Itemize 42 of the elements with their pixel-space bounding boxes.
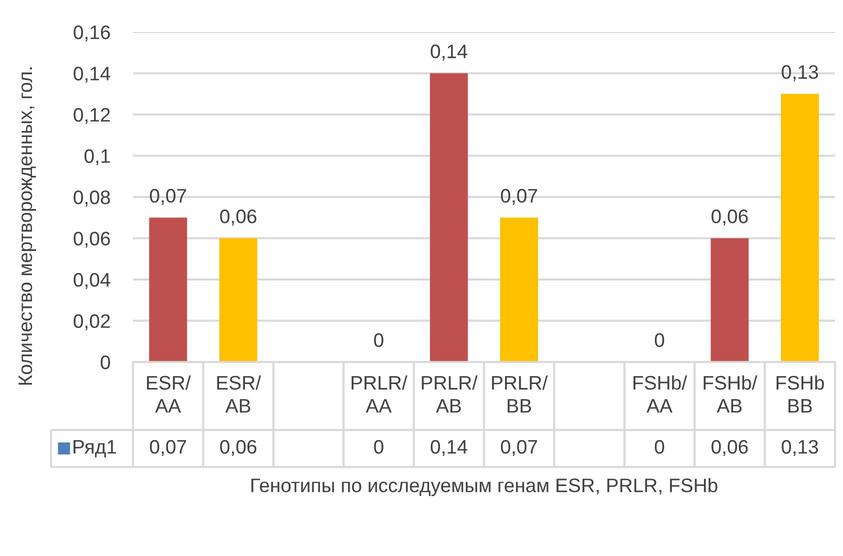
x-axis-title: Генотипы по исследуемым генам ESR, PRLR, FSHb [251,478,718,496]
data-label: 0 [374,440,384,454]
x-tick-label: FSHb BB [776,375,824,413]
text: 0,14 [430,44,468,61]
data-label: 0,06 [220,440,256,456]
text: 0,07 [500,188,538,205]
text: 0,06 [220,210,256,226]
bar [780,94,819,362]
text: 0,13 [782,65,818,82]
bar [710,238,749,362]
bar [430,73,468,362]
text: 0 [374,333,384,348]
y-tick-label: 0,1 [84,149,110,166]
bar [219,238,258,362]
y-tick-label: 0,08 [74,190,110,207]
x-tick-label: PRLR/ AA [352,375,408,413]
data-label: 0,14 [430,440,468,456]
data-label: 0,07 [500,440,538,456]
x-tick-label: FSHb/ AB [704,375,758,413]
data-label: 0,07 [150,440,186,456]
x-tick-label: ESR/ AB [217,375,261,413]
y-tick-label: 0,04 [74,272,110,290]
bar [149,218,188,362]
data-label: 0,06 [712,440,748,456]
x-tick-label: ESR/ AA [147,375,191,413]
text: 0,06 [712,210,748,226]
bar [500,218,538,362]
text: 0,07 [150,188,186,205]
text: 0 [654,333,664,348]
data-label: 0 [654,440,664,454]
y-tick-label: 0,12 [74,108,110,124]
x-tick-label: PRLR/ BB [492,375,548,413]
x-tick-label: FSHb/ AA [634,375,688,413]
data-label: 0,13 [782,440,818,456]
text: Ряд1 [74,440,116,458]
y-tick-label: 0,14 [74,66,110,83]
y-tick-label: 0,02 [74,314,110,330]
x-tick-label: PRLR/ AB [422,375,478,413]
y-tick-label: 0,06 [74,232,110,248]
y-tick-label: 0 [100,355,110,370]
y-axis-title: Количество мертворожденных, гол. [18,67,36,385]
y-tick-label: 0,16 [74,25,110,42]
